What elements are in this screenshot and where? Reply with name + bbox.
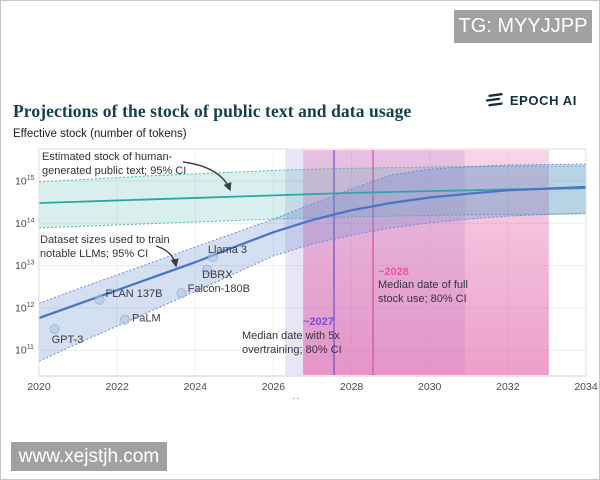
annotation-human-text: Estimated stock of human- generated publ… <box>42 151 242 178</box>
annotation-dataset-sizes-line2: notable LLMs; 95% CI <box>40 247 149 260</box>
annotation-human-text-line2: generated public text; 95% CI <box>42 164 187 177</box>
epoch-logo-icon <box>485 93 503 107</box>
human-text-ci-lower <box>38 213 587 229</box>
model-scatter: GPT-3 FLAN 137B PaLM Falcon-180B DBRX Llama 3 <box>49 244 250 346</box>
human-text-ci-upper <box>38 165 587 183</box>
watermark-telegram: TG: MYYJJPP <box>454 10 592 43</box>
median-year-2027-label: ~2027 <box>303 316 334 328</box>
model-point-llama-3 <box>207 252 218 263</box>
model-label-flan-137b: FLAN 137B <box>106 288 163 300</box>
annotation-overtraining: Median date with 5x overtraining; 80% CI <box>242 330 372 357</box>
x-tick-2024: 2024 <box>184 381 208 393</box>
dataset-sizes-median-line <box>38 185 587 320</box>
model-point-falcon-180b <box>176 288 187 299</box>
y-tick-1e13: 1013 <box>15 260 35 273</box>
model-label-palm: PaLM <box>132 313 161 325</box>
annotation-arrow-datasets <box>155 245 179 268</box>
median-year-2028-label: ~2028 <box>378 266 409 278</box>
annotation-dataset-sizes: Dataset sizes used to train notable LLMs… <box>40 234 220 261</box>
model-label-gpt-3: GPT-3 <box>52 334 84 346</box>
x-tick-2028: 2028 <box>340 381 364 393</box>
dataset-sizes-ci-band <box>39 164 586 362</box>
y-tick-1e11: 1011 <box>15 344 34 357</box>
model-point-palm <box>119 314 130 325</box>
model-point-gpt-3 <box>49 324 60 335</box>
y-axis-title: Effective stock (number of tokens) <box>13 128 187 140</box>
watermark-url: www.xejstjh.com <box>11 442 167 471</box>
model-label-llama-3: Llama 3 <box>208 244 247 256</box>
x-tick-2022: 2022 <box>105 381 129 393</box>
x-tick-2026: 2026 <box>262 381 286 393</box>
annotation-overtraining-line1: Median date with 5x <box>242 330 340 342</box>
page-title: Projections of the stock of public text … <box>13 100 412 121</box>
x-tick-2020: 2020 <box>27 381 51 393</box>
annotation-full-stock-line2: stock use; 80% CI <box>378 292 467 305</box>
region-full-stock-ci <box>303 150 549 375</box>
annotation-full-stock-line1: Median date of full <box>378 279 468 291</box>
human-text-median-line <box>38 187 587 204</box>
annotation-full-stock: Median date of full stock use; 80% CI <box>378 279 508 306</box>
x-tick-2030: 2030 <box>418 381 442 393</box>
dataset-sizes-ci-upper <box>38 163 587 304</box>
model-point-dbrx <box>202 264 213 275</box>
tick-labels: 2020 2022 2024 2026 2028 2030 2032 2034 1011 1012… <box>15 175 598 393</box>
annotation-overtraining-line2: overtraining; 80% CI <box>242 343 342 356</box>
annotation-dataset-sizes-line1: Dataset sizes used to train <box>40 234 170 246</box>
annotation-human-text-line1: Estimated stock of human- <box>42 151 173 163</box>
dataset-sizes-ci-lower <box>38 212 587 362</box>
caption-dots: .. <box>292 391 302 402</box>
brand-text: EPOCH AI <box>509 93 577 108</box>
model-point-flan-137b <box>94 294 105 305</box>
model-label-falcon-180b: Falcon-180B <box>188 283 250 295</box>
epoch-ai-logo: EPOCH AI <box>485 93 577 108</box>
model-label-dbrx: DBRX <box>202 269 233 281</box>
x-tick-2034: 2034 <box>574 381 598 393</box>
annotation-arrow-stock <box>182 161 232 192</box>
human-text-ci-band <box>39 165 586 228</box>
y-tick-1e14: 1014 <box>15 217 35 230</box>
y-tick-1e15: 1015 <box>15 175 35 188</box>
y-tick-1e12: 1012 <box>15 302 35 315</box>
x-tick-2032: 2032 <box>496 381 520 393</box>
